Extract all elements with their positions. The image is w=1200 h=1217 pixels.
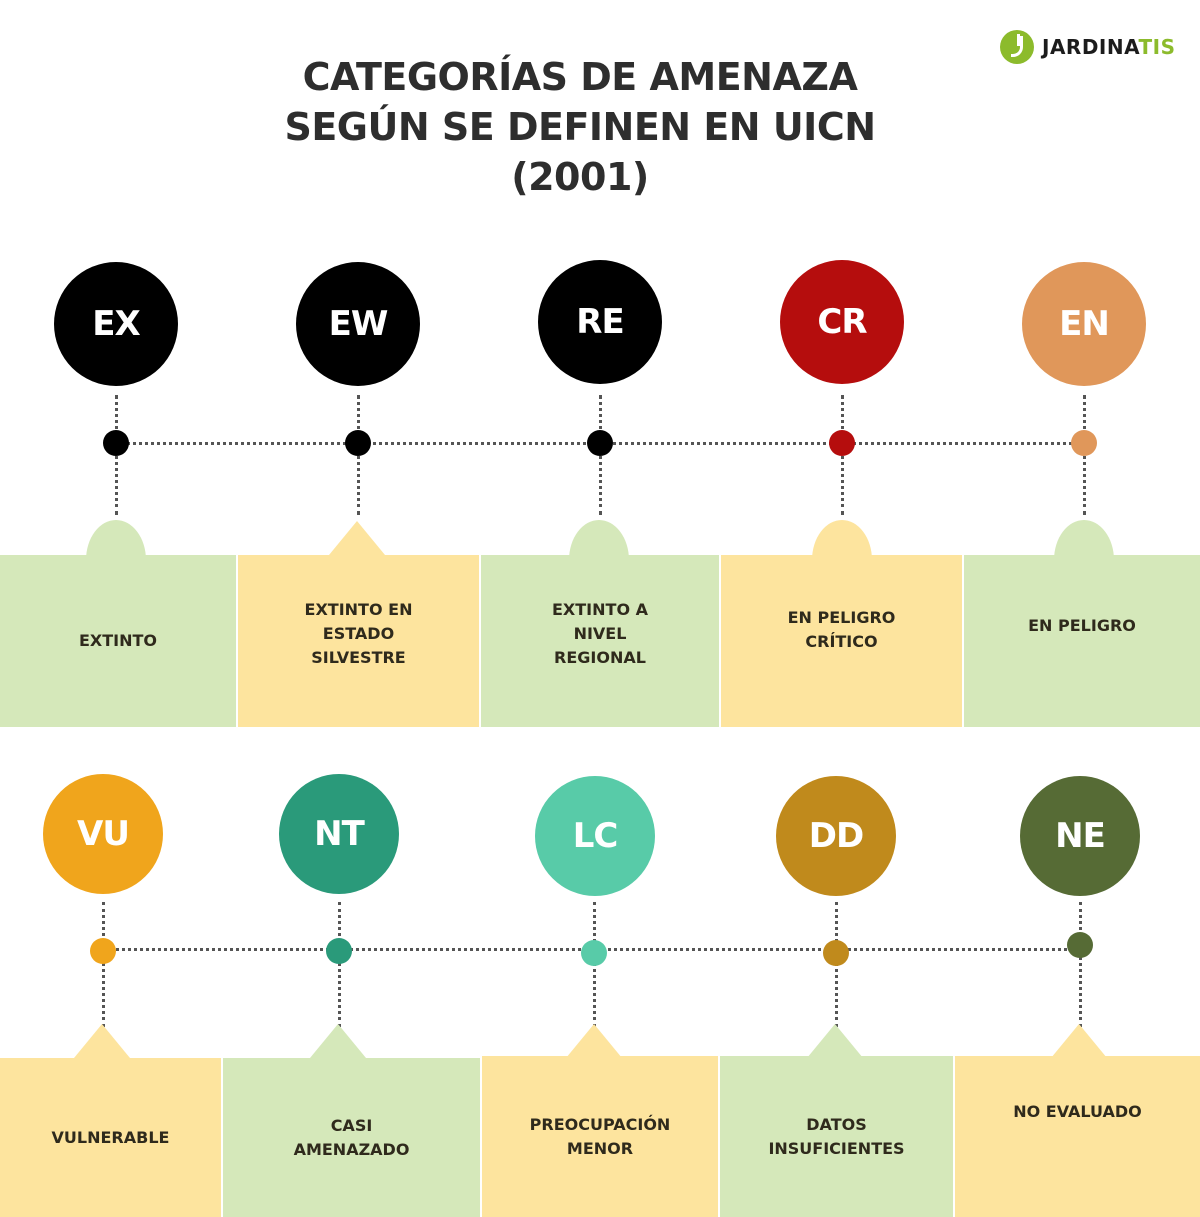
category-code: VU	[77, 814, 130, 854]
category-code: NT	[314, 814, 365, 854]
category-code: EN	[1059, 304, 1110, 344]
category-code: NE	[1055, 816, 1106, 856]
category-badge-vu: VU	[43, 774, 163, 894]
timeline-node	[1071, 430, 1097, 456]
timeline-node	[823, 940, 849, 966]
panel-pointer	[807, 1024, 863, 1058]
category-row-2: VU NT LC DD NE VULNERABLE CASI AMENAZADO…	[0, 770, 1200, 1217]
page-title: CATEGORÍAS DE AMENAZA SEGÚN SE DEFINEN E…	[230, 52, 930, 202]
category-label: EXTINTO A NIVEL REGIONAL	[552, 600, 648, 667]
category-label: EN PELIGRO	[1028, 616, 1136, 635]
category-badge-ne: NE	[1020, 776, 1140, 896]
timeline-node	[345, 430, 371, 456]
timeline-node	[829, 430, 855, 456]
category-badge-dd: DD	[776, 776, 896, 896]
category-code: EX	[92, 304, 140, 344]
brand-name: JARDINATIS	[1042, 35, 1176, 59]
panel-pointer	[86, 520, 146, 560]
category-badge-ex: EX	[54, 262, 178, 386]
panel-pointer	[1051, 1024, 1107, 1058]
category-label: EXTINTO EN ESTADO SILVESTRE	[304, 600, 413, 667]
vertical-connector	[1079, 902, 1082, 1027]
category-panel-no-evaluado: NO EVALUADO	[955, 1056, 1200, 1217]
title-line-3: (2001)	[511, 155, 649, 199]
timeline-node	[326, 938, 352, 964]
category-badge-cr: CR	[780, 260, 904, 384]
category-badge-lc: LC	[535, 776, 655, 896]
category-panel-preocupacion-menor: PREOCUPACIÓN MENOR	[482, 1056, 718, 1217]
category-badge-nt: NT	[279, 774, 399, 894]
category-label: DATOS INSUFICIENTES	[768, 1114, 905, 1158]
brand-logo: JARDINATIS	[1000, 29, 1176, 65]
category-panel-extinto: EXTINTO	[0, 555, 236, 727]
category-row-1: EX EW RE CR EN EXTINTO EXTINTO EN ESTADO…	[0, 255, 1200, 735]
vertical-connector	[102, 902, 105, 1027]
category-code: LC	[572, 816, 619, 856]
timeline-node	[587, 430, 613, 456]
category-panel-vulnerable: VULNERABLE	[0, 1058, 221, 1217]
category-panel-extinto-estado-silvestre: EXTINTO EN ESTADO SILVESTRE	[238, 555, 479, 727]
category-panel-extinto-nivel-regional: EXTINTO A NIVEL REGIONAL	[481, 555, 719, 727]
timeline-node	[581, 940, 607, 966]
category-label: PREOCUPACIÓN MENOR	[529, 1114, 671, 1158]
timeline-node	[1067, 932, 1093, 958]
panel-pointer	[310, 1024, 366, 1058]
category-label: EN PELIGRO CRÍTICO	[787, 608, 896, 651]
panel-pointer	[1054, 520, 1114, 560]
category-panel-en-peligro-critico: EN PELIGRO CRÍTICO	[721, 555, 962, 727]
vertical-connector	[338, 902, 341, 1027]
category-code: RE	[576, 302, 624, 342]
category-label: VULNERABLE	[51, 1127, 170, 1147]
category-badge-re: RE	[538, 260, 662, 384]
category-badge-ew: EW	[296, 262, 420, 386]
panel-pointer	[74, 1024, 130, 1058]
category-badge-en: EN	[1022, 262, 1146, 386]
category-code: CR	[817, 302, 867, 342]
title-line-1: CATEGORÍAS DE AMENAZA	[302, 55, 858, 99]
leaf-j-logo-icon	[1000, 30, 1034, 64]
panel-pointer	[329, 521, 385, 555]
panel-pointer	[812, 520, 872, 560]
category-label: NO EVALUADO	[1013, 1102, 1142, 1121]
category-panel-casi-amenazado: CASI AMENAZADO	[223, 1058, 480, 1217]
title-line-2: SEGÚN SE DEFINEN EN UICN	[284, 105, 876, 149]
panel-pointer	[569, 520, 629, 560]
category-label: EXTINTO	[78, 631, 158, 650]
category-panel-datos-insuficientes: DATOS INSUFICIENTES	[720, 1056, 953, 1217]
panel-pointer	[566, 1024, 622, 1058]
category-code: EW	[328, 304, 389, 344]
timeline-node	[90, 938, 116, 964]
category-code: DD	[808, 816, 864, 856]
timeline-node	[103, 430, 129, 456]
category-panel-en-peligro: EN PELIGRO	[964, 555, 1200, 727]
category-label: CASI AMENAZADO	[293, 1115, 410, 1159]
